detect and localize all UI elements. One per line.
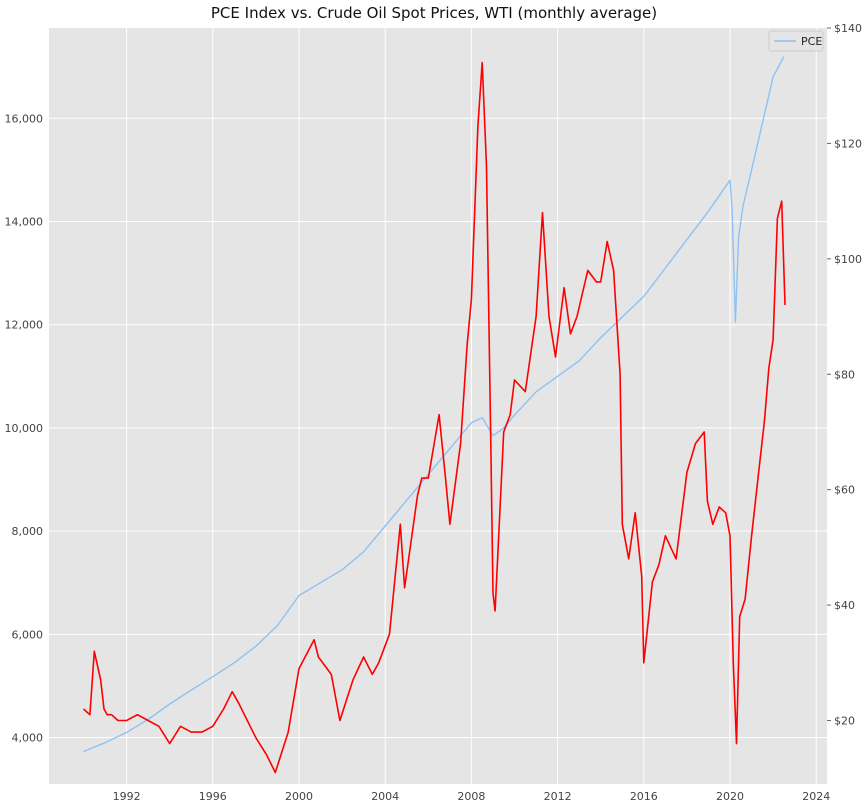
y-right-tick-label: $100 — [834, 253, 862, 266]
x-tick-label: 2020 — [716, 790, 744, 803]
plot-area — [49, 28, 827, 784]
y-left-tick-label: 14,000 — [5, 216, 44, 229]
y-left-tick-label: 10,000 — [5, 422, 44, 435]
series-layer — [82, 56, 786, 774]
y-right-tick-label: $80 — [834, 368, 855, 381]
pce-line — [83, 56, 785, 753]
x-tick-label: 1996 — [199, 790, 227, 803]
oil-price-line — [82, 61, 786, 774]
x-tick-label: 2008 — [457, 790, 485, 803]
x-tick-label: 2024 — [802, 790, 830, 803]
x-tick-label: 1992 — [113, 790, 141, 803]
y-left-tick-label: 6,000 — [12, 628, 44, 641]
y-right-tick-label: $120 — [834, 137, 862, 150]
gridlines — [49, 28, 827, 784]
y-left-tick-label: 4,000 — [12, 732, 44, 745]
x-tick-label: 2000 — [285, 790, 313, 803]
y-left-tick-label: 8,000 — [12, 525, 44, 538]
y-right-tick-label: $40 — [834, 599, 855, 612]
chart-title: PCE Index vs. Crude Oil Spot Prices, WTI… — [210, 4, 658, 22]
y-right-tick-label: $140 — [834, 22, 862, 35]
y-right-tick-label: $60 — [834, 484, 855, 497]
x-tick-label: 2012 — [544, 790, 572, 803]
legend-label-pce: PCE — [801, 35, 822, 48]
y-left-tick-label: 12,000 — [5, 319, 44, 332]
legend: PCE — [768, 30, 824, 52]
tick-labels: 1992 1996 2000 2004 2008 2012 2016 2020 2024 4,00… — [5, 22, 863, 803]
y-right-tick-label: $20 — [834, 715, 855, 728]
y-left-tick-label: 16,000 — [5, 112, 44, 125]
x-tick-label: 2004 — [371, 790, 399, 803]
x-tick-label: 2016 — [630, 790, 658, 803]
